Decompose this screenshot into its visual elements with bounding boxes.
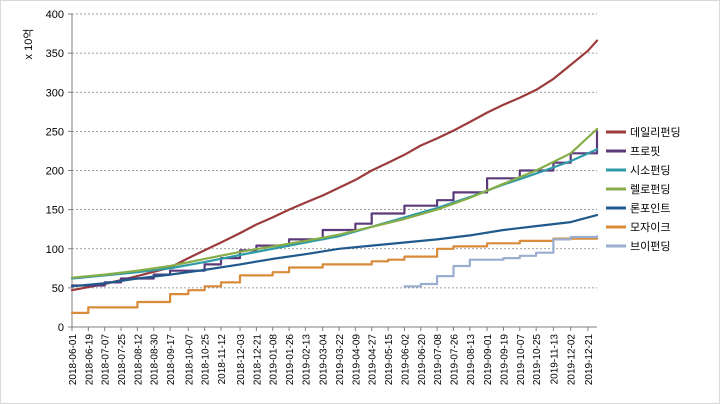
x-tick-label: 2018-12-03: [236, 334, 247, 386]
x-tick-label: 2018-12-21: [252, 334, 263, 386]
x-tick-label: 2019-10-25: [532, 334, 543, 386]
x-tick-label: 2018-06-01: [68, 334, 79, 386]
x-tick-label: 2019-10-07: [516, 334, 527, 386]
legend-label: 브이펀딩: [630, 240, 670, 253]
x-tick-label: 2018-06-19: [84, 334, 95, 386]
y-tick-label: 400: [46, 9, 64, 21]
series-line-5: [70, 214, 599, 288]
x-tick-label: 2019-02-13: [301, 334, 312, 386]
series-lines: [70, 39, 599, 314]
x-tick-label: 2019-04-09: [351, 334, 362, 386]
x-tick-label: 2018-09-17: [166, 334, 177, 386]
x-tick-label: 2018-10-07: [184, 334, 195, 386]
x-tick-label: 2019-09-01: [483, 334, 494, 386]
series-line-7: [403, 235, 599, 288]
series-line-2: [70, 130, 599, 287]
x-tick-label: 2019-06-02: [400, 334, 411, 386]
x-tick-label: 2019-01-26: [285, 334, 296, 386]
x-tick-label: 2019-05-15: [384, 334, 395, 386]
gridlines: [72, 13, 597, 289]
x-tick-label: 2019-01-08: [269, 334, 280, 386]
x-tick-label: 2018-11-12: [217, 334, 228, 385]
x-tick-label: 2019-06-20: [417, 334, 428, 386]
x-tick-label: 2019-04-27: [368, 334, 379, 386]
x-tick-label: 2019-07-26: [449, 334, 460, 386]
legend-label: 론포인트: [630, 202, 670, 215]
y-tick-label: 350: [46, 48, 64, 60]
x-tick-label: 2019-09-19: [499, 334, 510, 386]
x-tick-label: 2019-12-21: [584, 334, 595, 386]
x-tick-label: 2018-10-25: [201, 334, 212, 386]
y-tick-label: 250: [46, 126, 64, 138]
x-tick-label: 2019-12-02: [567, 334, 578, 386]
legend-label: 시소펀딩: [630, 164, 670, 177]
series-line-6: [70, 236, 599, 314]
x-tick-label: 2018-07-25: [117, 334, 128, 386]
y-axis-unit-label: x 10억: [22, 29, 35, 60]
legend-label: 데일리펀딩: [630, 125, 681, 139]
y-tick-label: 200: [46, 166, 64, 178]
x-tick-label: 2019-11-13: [549, 334, 560, 385]
x-tick-label: 2018-08-30: [150, 334, 161, 386]
x-tick-label: 2018-08-12: [133, 334, 144, 386]
y-tick-label: 300: [46, 87, 64, 99]
x-tick-label: 2019-03-04: [319, 334, 330, 386]
series-line-1: [70, 39, 599, 292]
y-tick-label: 50: [52, 283, 64, 295]
series-line-3: [70, 148, 599, 280]
legend-label: 렐로펀딩: [630, 183, 670, 196]
y-tick-label: 100: [46, 244, 64, 256]
series-line-4: [70, 127, 599, 279]
x-tick-label: 2019-03-22: [335, 334, 346, 386]
x-tick-label: 2019-08-13: [466, 334, 477, 386]
y-tick-label: 150: [46, 205, 64, 217]
legend-label: 프로핏: [630, 145, 660, 158]
x-tick-label: 2018-07-07: [101, 334, 112, 386]
legend-label: 모자이크: [630, 221, 670, 234]
axes: 0 50 100 150 200 250 300 350 400 x 10억 2018-06-01 2…: [22, 9, 597, 385]
x-tick-label: 2019-07-08: [433, 334, 444, 386]
y-tick-label: 0: [58, 322, 64, 334]
